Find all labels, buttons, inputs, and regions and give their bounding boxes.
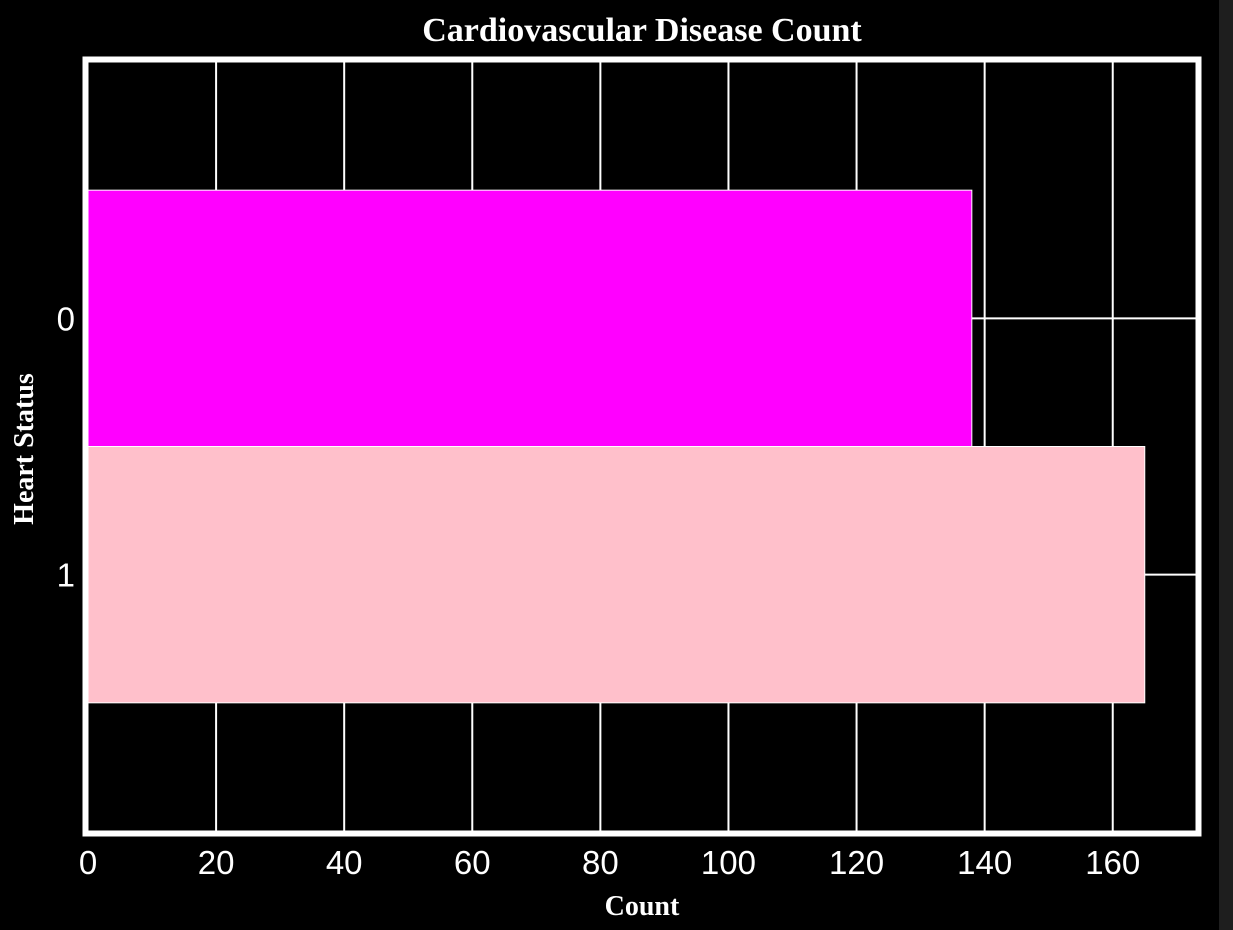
bars [87, 189, 1146, 704]
x-tick-label: 140 [957, 844, 1012, 881]
x-tick-label: 40 [326, 844, 363, 881]
x-axis-label: Count [605, 891, 680, 922]
x-tick-label: 0 [79, 844, 97, 881]
x-tick-label: 100 [701, 844, 756, 881]
bar-1 [87, 446, 1146, 704]
chart-title: Cardiovascular Disease Count [422, 12, 862, 49]
x-tick-label: 120 [829, 844, 884, 881]
bar-0 [87, 189, 973, 448]
x-tick-labels: 0 20 40 60 80 100 120 140 160 [79, 844, 1140, 881]
y-tick-label: 1 [57, 557, 75, 594]
y-tick-labels: 01 [57, 300, 75, 593]
right-edge-strip [1219, 0, 1233, 930]
x-tick-label: 160 [1085, 844, 1140, 881]
x-tick-label: 80 [582, 844, 619, 881]
y-axis-label: Heart Status [9, 373, 40, 525]
plot-frame [82, 56, 1202, 837]
x-tick-label: 20 [198, 844, 235, 881]
x-tick-label: 60 [454, 844, 491, 881]
y-tick-label: 0 [57, 300, 75, 337]
